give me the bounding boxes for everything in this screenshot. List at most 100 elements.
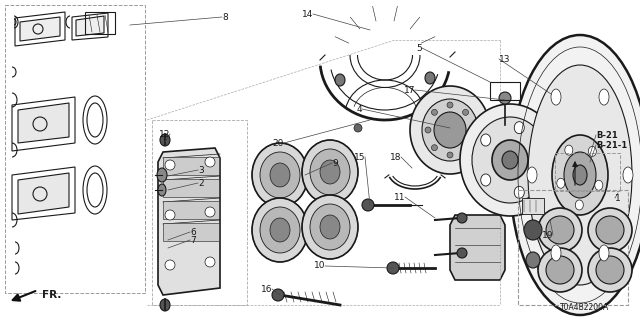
Text: 11: 11	[394, 193, 405, 202]
Ellipse shape	[588, 146, 596, 156]
Ellipse shape	[573, 165, 587, 185]
Text: 13: 13	[499, 54, 511, 63]
Text: 17: 17	[403, 85, 415, 94]
Ellipse shape	[260, 152, 300, 198]
Ellipse shape	[205, 207, 215, 217]
Ellipse shape	[528, 65, 632, 285]
Ellipse shape	[524, 220, 542, 240]
Text: T0A4B2200A: T0A4B2200A	[560, 303, 609, 313]
Ellipse shape	[526, 252, 540, 268]
Ellipse shape	[165, 210, 175, 220]
Text: B-21-1: B-21-1	[596, 140, 627, 149]
Ellipse shape	[463, 109, 468, 115]
Text: 19: 19	[541, 230, 553, 239]
Ellipse shape	[515, 186, 524, 198]
Ellipse shape	[302, 140, 358, 204]
Ellipse shape	[320, 160, 340, 184]
Text: 4: 4	[356, 105, 362, 114]
Ellipse shape	[599, 89, 609, 105]
Ellipse shape	[447, 102, 453, 108]
Ellipse shape	[538, 208, 582, 252]
Text: 7: 7	[190, 236, 196, 244]
Bar	[5, 5, 145, 293]
Ellipse shape	[481, 134, 491, 146]
Ellipse shape	[160, 134, 170, 146]
Ellipse shape	[510, 35, 640, 315]
Text: 15: 15	[353, 153, 365, 162]
Ellipse shape	[623, 167, 633, 183]
Ellipse shape	[575, 200, 583, 210]
Ellipse shape	[457, 248, 467, 258]
Polygon shape	[158, 148, 220, 295]
Ellipse shape	[431, 145, 438, 151]
Bar	[163, 157, 219, 175]
Text: 14: 14	[301, 10, 313, 19]
Ellipse shape	[410, 86, 490, 174]
Ellipse shape	[460, 104, 560, 216]
Ellipse shape	[515, 122, 524, 134]
Text: 10: 10	[314, 261, 325, 270]
Text: 8: 8	[222, 12, 228, 21]
Ellipse shape	[538, 248, 582, 292]
Polygon shape	[18, 103, 69, 143]
Ellipse shape	[165, 160, 175, 170]
Ellipse shape	[457, 213, 467, 223]
Ellipse shape	[270, 218, 290, 242]
Ellipse shape	[551, 245, 561, 261]
Ellipse shape	[335, 74, 345, 86]
Text: 2: 2	[198, 179, 204, 188]
Text: 6: 6	[190, 228, 196, 236]
Ellipse shape	[205, 257, 215, 267]
Ellipse shape	[565, 145, 573, 155]
Polygon shape	[450, 215, 505, 280]
Ellipse shape	[425, 72, 435, 84]
Ellipse shape	[310, 149, 350, 195]
Ellipse shape	[564, 152, 596, 198]
Ellipse shape	[270, 163, 290, 187]
Ellipse shape	[425, 127, 431, 133]
Ellipse shape	[552, 135, 608, 215]
Ellipse shape	[320, 215, 340, 239]
Ellipse shape	[205, 157, 215, 167]
Text: 3: 3	[198, 165, 204, 174]
Ellipse shape	[588, 248, 632, 292]
Ellipse shape	[310, 204, 350, 250]
Bar	[152, 120, 247, 305]
Ellipse shape	[252, 143, 308, 207]
Ellipse shape	[499, 92, 511, 104]
Polygon shape	[18, 173, 69, 214]
Ellipse shape	[551, 89, 561, 105]
Text: 12: 12	[159, 130, 170, 139]
Bar	[522, 198, 544, 214]
Ellipse shape	[434, 112, 466, 148]
Text: 9: 9	[332, 158, 338, 167]
Ellipse shape	[546, 256, 574, 284]
Ellipse shape	[557, 178, 564, 188]
Bar	[490, 82, 520, 100]
Ellipse shape	[362, 199, 374, 211]
Ellipse shape	[160, 299, 170, 311]
Polygon shape	[76, 16, 104, 36]
Ellipse shape	[158, 184, 166, 196]
Ellipse shape	[272, 289, 284, 301]
Text: 1: 1	[615, 194, 621, 203]
Bar	[555, 153, 620, 191]
Ellipse shape	[502, 151, 518, 169]
Text: 5: 5	[416, 44, 422, 52]
Text: 16: 16	[260, 284, 272, 293]
Ellipse shape	[472, 117, 548, 203]
Ellipse shape	[588, 208, 632, 252]
Ellipse shape	[387, 262, 399, 274]
Ellipse shape	[469, 127, 475, 133]
Ellipse shape	[302, 195, 358, 259]
Ellipse shape	[447, 152, 453, 158]
Ellipse shape	[535, 154, 545, 166]
Text: FR.: FR.	[42, 290, 61, 300]
Ellipse shape	[596, 256, 624, 284]
Bar	[163, 179, 219, 197]
Ellipse shape	[596, 216, 624, 244]
Bar	[163, 223, 219, 241]
Ellipse shape	[165, 260, 175, 270]
Text: B-21: B-21	[596, 131, 618, 140]
Bar	[518, 190, 628, 305]
